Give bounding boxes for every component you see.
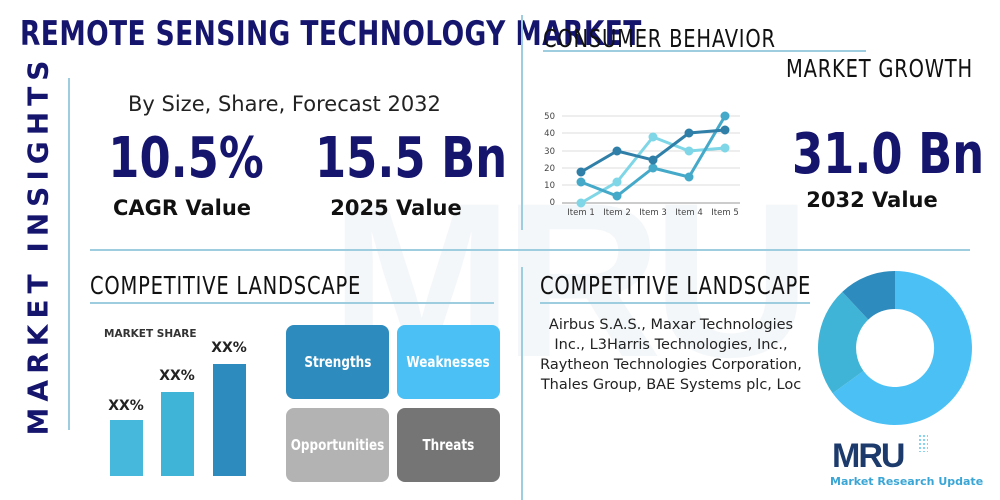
swot-opportunities-label: Opportunities: [290, 436, 385, 454]
cagr-value: 10.5%: [108, 126, 264, 191]
series-3-line: [576, 132, 730, 208]
mru-logo: MRU: [832, 437, 905, 475]
market-share-bar-chart: XX% XX% XX%: [100, 330, 260, 476]
x-axis-labels: Item 1 Item 2 Item 3 Item 4 Item 5: [567, 208, 738, 218]
bar-1-label: XX%: [108, 398, 144, 414]
center-divider-top: [521, 15, 523, 230]
series-1-line: [576, 125, 730, 177]
swot-threats: Threats: [397, 408, 500, 482]
svg-text:20: 20: [544, 164, 555, 174]
left-divider: [68, 78, 70, 430]
swot-weaknesses: Weaknesses: [397, 325, 500, 399]
donut-segment-3: [842, 271, 895, 320]
svg-text:10: 10: [544, 181, 555, 191]
consumer-behavior-title: CONSUMER BEHAVIOR: [543, 24, 776, 53]
swot-opportunities: Opportunities: [286, 408, 389, 482]
swot-strengths: Strengths: [286, 325, 389, 399]
company-list: Airbus S.A.S., Maxar Technologies Inc., …: [540, 317, 802, 393]
bar-3-label: XX%: [211, 340, 247, 356]
cagr-label: CAGR Value: [112, 196, 252, 220]
swot-threats-label: Threats: [422, 436, 475, 454]
value-2032: 31.0 Bn: [792, 122, 985, 187]
center-divider-bottom: [521, 267, 523, 500]
logo-dots-icon: [918, 434, 928, 452]
y-axis-labels: 50 40 30 20 10 0: [544, 112, 555, 208]
svg-text:Item 1: Item 1: [567, 208, 594, 218]
svg-text:30: 30: [544, 147, 555, 157]
bar-2: [161, 392, 194, 476]
gridlines: [562, 115, 740, 186]
line-chart: 50 40 30 20 10 0 Item 1 Item 2 Item 3 It…: [544, 111, 740, 218]
side-label: MARKET INSIGHTS: [21, 54, 55, 436]
logo-name: Market Research Update: [830, 475, 984, 488]
market-growth-title: MARKET GROWTH: [786, 54, 973, 83]
competitive-right-underline: [540, 302, 810, 304]
bar-3: [213, 364, 246, 476]
bar-2-label: XX%: [159, 368, 195, 384]
svg-text:Item 4: Item 4: [675, 208, 702, 218]
value-2025: 15.5 Bn: [315, 126, 508, 191]
competitive-landscape-title-right: COMPETITIVE LANDSCAPE: [540, 271, 812, 300]
series-2-line: [576, 111, 730, 201]
svg-text:Item 5: Item 5: [711, 208, 738, 218]
svg-text:50: 50: [544, 112, 555, 122]
market-share-label: MARKET SHARE: [104, 328, 197, 340]
value-2032-label: 2032 Value: [806, 188, 938, 212]
svg-text:Item 2: Item 2: [603, 208, 630, 218]
svg-text:40: 40: [544, 129, 555, 139]
donut-segment-2: [817, 291, 869, 394]
competitive-landscape-title-left: COMPETITIVE LANDSCAPE: [90, 271, 362, 300]
svg-text:Item 3: Item 3: [639, 208, 666, 218]
forecast-subtitle: By Size, Share, Forecast 2032: [128, 92, 441, 116]
donut-segment-1: [832, 271, 972, 425]
swot-weaknesses-label: Weaknesses: [406, 353, 491, 371]
page-title: REMOTE SENSING TECHNOLOGY MARKET: [20, 14, 642, 54]
consumer-behavior-underline: [543, 50, 866, 52]
value-2025-label: 2025 Value: [330, 196, 462, 220]
competitive-left-underline: [90, 302, 494, 304]
swot-strengths-label: Strengths: [304, 353, 371, 371]
svg-text:0: 0: [550, 198, 555, 208]
horizontal-divider: [90, 249, 970, 251]
bar-1: [110, 420, 143, 476]
donut-chart: [817, 271, 972, 425]
